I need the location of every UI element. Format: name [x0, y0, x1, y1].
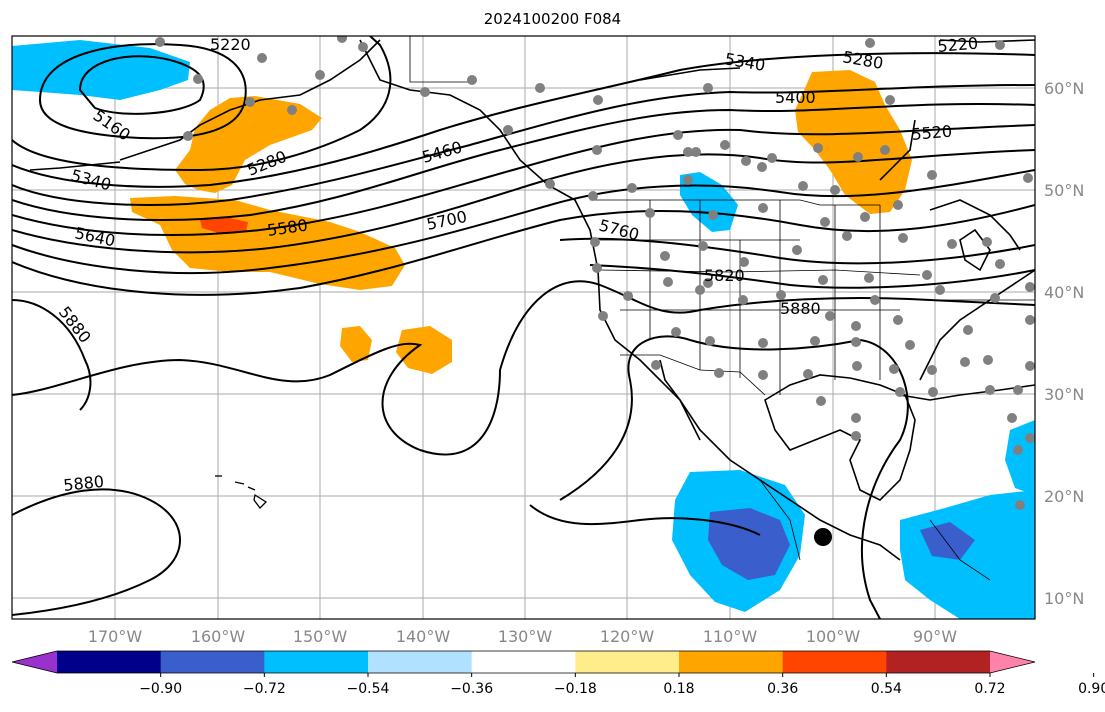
colorbar-segment — [368, 651, 473, 673]
lat-label: 60°N — [1044, 79, 1084, 98]
colorbar-tick-label: 0.72 — [974, 681, 1005, 697]
latitude-labels: 60°N 50°N 40°N 30°N 20°N 10°N — [1044, 79, 1084, 608]
tropical-storm-marker — [814, 528, 832, 546]
colorbar-segment — [264, 651, 369, 673]
hawaii-islands — [215, 475, 268, 509]
lon-label: 90°W — [913, 627, 957, 646]
positive-anomaly-small-1 — [340, 326, 372, 362]
contour-5880-nw — [12, 299, 92, 411]
colorbar-segment — [575, 651, 680, 673]
contour-5880-mexico — [559, 335, 909, 619]
contour-5820 — [589, 264, 1035, 289]
lon-label: 160°W — [191, 627, 246, 646]
contour-label: 5520 — [911, 122, 953, 144]
strong-negative-central-america — [920, 522, 975, 560]
contour-label: 5820 — [704, 266, 745, 285]
colorbar-extend-min — [12, 651, 57, 673]
colorbar-extend-max — [990, 651, 1035, 673]
negative-anomaly-central-america — [900, 490, 1035, 619]
lat-label: 20°N — [1044, 487, 1084, 506]
colorbar-tick-label: 0.90 — [1078, 681, 1105, 697]
contour-5880-main — [12, 280, 1035, 456]
contour-label: 5220 — [937, 34, 979, 56]
contour-label: 5400 — [775, 88, 816, 107]
contour-label: 5220 — [210, 35, 251, 54]
colorbar-tick-label: −0.90 — [139, 681, 182, 697]
colorbar-tick-label: −0.18 — [554, 681, 597, 697]
contour-label: 5880 — [780, 299, 821, 318]
contour-5400 — [12, 84, 1035, 206]
colorbar-segment — [57, 651, 162, 673]
colorbar-tick-label: −0.36 — [450, 681, 493, 697]
lat-label: 50°N — [1044, 181, 1084, 200]
colorbar-tick-label: −0.72 — [243, 681, 286, 697]
contour-5340 — [12, 52, 1035, 188]
contour-5700 — [12, 204, 1035, 296]
lon-label: 110°W — [703, 627, 758, 646]
map-title: 2024100200 F084 — [483, 10, 622, 28]
lat-label: 40°N — [1044, 283, 1084, 302]
lat-label: 10°N — [1044, 589, 1084, 608]
contour-5580 — [12, 149, 1035, 254]
colorbar-tick-label: 0.18 — [663, 681, 694, 697]
lon-label: 170°W — [88, 627, 143, 646]
positive-anomaly-gulf-of-alaska — [175, 96, 322, 193]
height-contours — [12, 36, 1035, 619]
lon-label: 130°W — [498, 627, 553, 646]
lon-label: 150°W — [293, 627, 348, 646]
station-markers — [155, 36, 1035, 510]
colorbar-segment — [679, 651, 784, 673]
positive-anomaly-small-2 — [396, 326, 452, 374]
strong-negative-mexico-coast — [708, 508, 790, 580]
contour-5640 — [12, 169, 1035, 275]
colorbar-segment — [782, 651, 887, 673]
contour-5280 — [12, 36, 392, 172]
contour-5460 — [12, 102, 1035, 221]
colorbar: −0.90 −0.72 −0.54 −0.36 −0.18 0.18 0.36 0.54 0.7… — [11, 650, 1105, 697]
longitude-labels: 170°W 160°W 150°W 140°W 130°W 120°W 110°… — [88, 627, 957, 646]
colorbar-outline — [11, 650, 1036, 674]
contour-5760 — [559, 237, 1035, 265]
contour-5220-low — [38, 43, 247, 140]
strong-positive-anomaly — [200, 217, 248, 234]
contour-5520 — [12, 124, 1035, 236]
lon-label: 140°W — [396, 627, 451, 646]
coastlines — [29, 39, 1035, 561]
map-frame — [11, 35, 1036, 620]
lat-label: 30°N — [1044, 385, 1084, 404]
lon-label: 120°W — [600, 627, 655, 646]
colorbar-tick-label: 0.54 — [871, 681, 902, 697]
colorbar-tick-label: −0.54 — [347, 681, 390, 697]
colorbar-segment — [886, 651, 991, 673]
colorbar-segment — [160, 651, 265, 673]
colorbar-tick-label: 0.36 — [767, 681, 798, 697]
contour-5880-mexico-inner — [529, 504, 761, 536]
map-content — [12, 36, 1035, 619]
contour-label: 5880 — [62, 472, 104, 495]
negative-anomaly-alaska — [12, 40, 190, 100]
contour-5880-sw — [12, 488, 181, 616]
lon-label: 100°W — [806, 627, 861, 646]
colorbar-segment — [471, 651, 576, 673]
